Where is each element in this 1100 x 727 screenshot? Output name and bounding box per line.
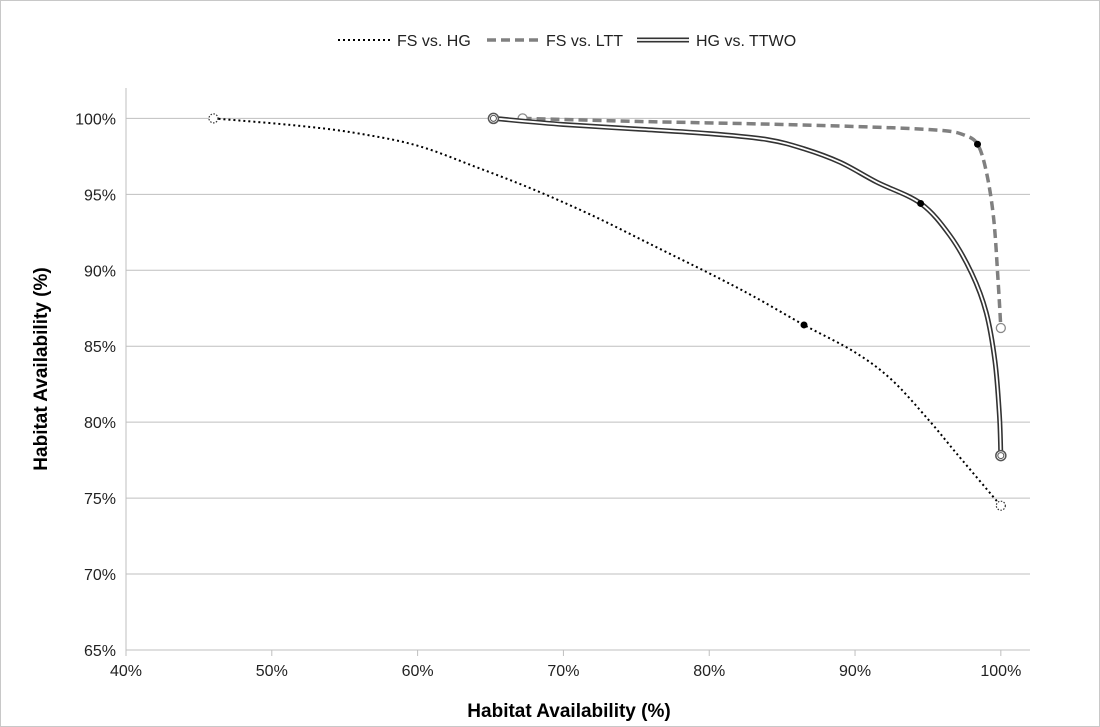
y-tick-label-95: 95% (84, 187, 116, 204)
y-tick-label-70: 70% (84, 567, 116, 584)
tick-layer: 65% 70% 75% 80% 85% 90% 95% 100% 40% 50% 60% 70% 80%… (75, 111, 1021, 680)
legend-label-0: FS vs. HG (397, 33, 471, 50)
x-tick-label-60: 60% (402, 663, 434, 680)
series-1-line (522, 116, 1003, 329)
series-0-highlight-point (800, 321, 808, 329)
x-axis-title: Habitat Availability (%) (467, 701, 670, 722)
series-0 (208, 113, 1006, 511)
y-axis-title: Habitat Availability (%) (31, 267, 52, 470)
series-2-endpoint-inner-1 (997, 452, 1005, 460)
legend-label-1: FS vs. LTT (546, 33, 623, 50)
series-0-endpoint-0 (208, 113, 219, 124)
legend-label-2: HG vs. TTWO (696, 33, 796, 50)
y-tick-label-90: 90% (84, 263, 116, 280)
y-tick-label-100: 100% (75, 111, 116, 128)
y-tick-label-85: 85% (84, 339, 116, 356)
grid-layer (126, 117, 1030, 575)
series-2-line (493, 115, 1004, 456)
legend-item-0: FS vs. HG (338, 33, 471, 50)
series-2-highlight-point (917, 199, 925, 207)
series-0-endpoint-1 (995, 500, 1006, 511)
x-tick-label-40: 40% (110, 663, 142, 680)
legend-item-2: HG vs. TTWO (637, 33, 796, 50)
x-tick-label-90: 90% (839, 663, 871, 680)
series-1-endpoint-1 (995, 322, 1006, 334)
x-tick-label-70: 70% (547, 663, 579, 680)
axis-layer (125, 88, 1030, 651)
x-tick-label-100: 100% (980, 663, 1021, 680)
y-tick-label-75: 75% (84, 491, 116, 508)
x-tick-label-50: 50% (256, 663, 288, 680)
y-tick-label-80: 80% (84, 415, 116, 432)
legend-item-1: FS vs. LTT (487, 33, 623, 50)
series-2-line-inner (493, 117, 1002, 456)
series-1 (517, 113, 1006, 334)
series-2 (487, 112, 1007, 462)
x-tick-label-80: 80% (693, 663, 725, 680)
legend: FS vs. HG FS vs. LTT HG vs. TTWO (338, 33, 796, 50)
series-0-line (213, 117, 1002, 507)
y-tick-label-65: 65% (84, 643, 116, 660)
series-2-endpoint-inner-0 (489, 114, 497, 122)
series-layer (208, 112, 1007, 511)
series-1-highlight-point (974, 140, 982, 148)
